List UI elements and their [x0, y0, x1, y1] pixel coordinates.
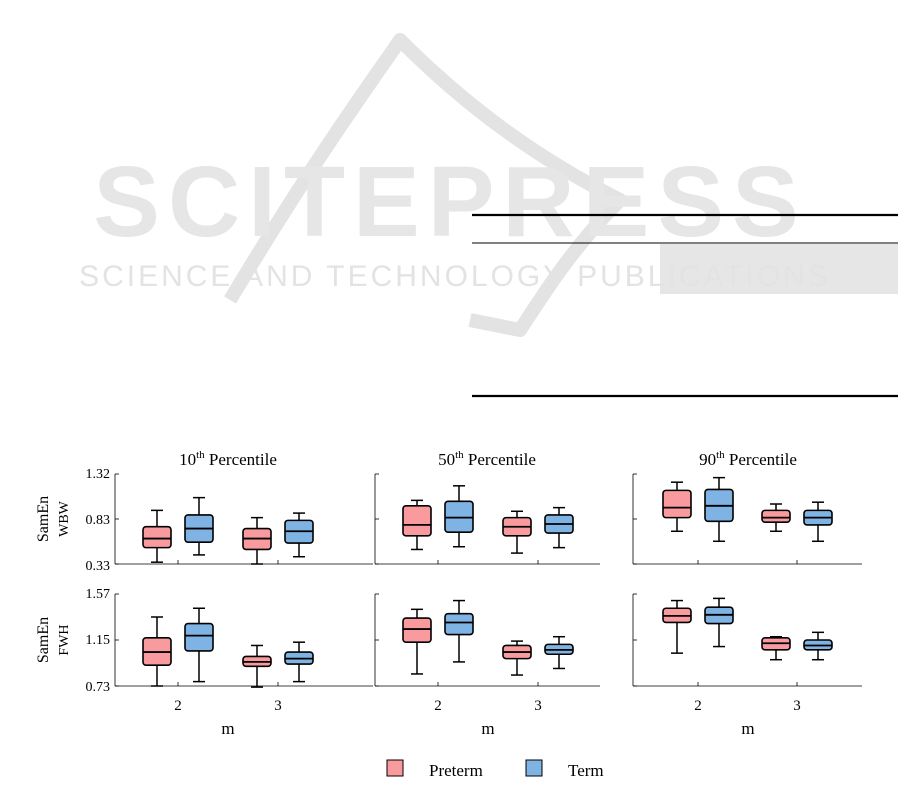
- box-term-m3: [284, 641, 314, 683]
- ylabel-row-wbw-sub: WBW: [57, 500, 72, 537]
- box-term-m3: [284, 512, 314, 558]
- ytick-label: 0.33: [86, 559, 111, 574]
- legend-label-preterm: Preterm: [429, 761, 483, 780]
- box-preterm-m3: [502, 640, 532, 676]
- box-preterm-m3: [242, 516, 272, 565]
- xtick-label: 2: [434, 698, 442, 714]
- ytick-labels: 1.32 0.83 0.33 1.57 1.15 0.73: [86, 467, 111, 695]
- legend-label-term: Term: [568, 761, 604, 780]
- xtick-label: 3: [534, 698, 542, 714]
- column-title-90th: 90th Percentile: [699, 449, 797, 469]
- xlabel: m: [481, 719, 494, 738]
- xtick-label: 3: [274, 698, 282, 714]
- column-titles: 10th Percentile 50th Percentile 90th Per…: [179, 449, 797, 469]
- box-term-m2: [184, 607, 214, 683]
- box-term-m3: [544, 506, 574, 549]
- panel-r0-c0: [114, 473, 373, 565]
- box-iqr: [761, 509, 791, 523]
- box-iqr: [184, 622, 214, 652]
- box-term-m2: [184, 496, 214, 556]
- xtick-label: 2: [694, 698, 702, 714]
- xtick-label: 2: [174, 698, 182, 714]
- box-iqr: [142, 525, 172, 549]
- box-preterm-m3: [502, 510, 532, 554]
- box-term-m2: [444, 599, 474, 663]
- ytick-label: 1.57: [86, 587, 111, 602]
- box-iqr: [402, 617, 432, 643]
- box-preterm-m3: [761, 635, 791, 661]
- box-iqr: [402, 505, 432, 537]
- ytick-label: 1.15: [86, 633, 111, 648]
- box-term-m3: [803, 631, 833, 661]
- ylabel-row-fwh-sub: FWH: [57, 624, 72, 655]
- box-preterm-m2: [142, 616, 172, 687]
- box-preterm-m3: [242, 644, 272, 688]
- ylabel-row-fwh: SamEn: [35, 617, 52, 663]
- box-iqr: [662, 489, 692, 519]
- xtick-labels: 2 3 2 3 2 3: [174, 698, 801, 714]
- ytick-label: 0.73: [86, 680, 111, 695]
- box-preterm-m2: [142, 509, 172, 563]
- panel-r1-c0: [114, 593, 373, 688]
- watermark-tagline: SCIENCE AND TECHNOLOGY PUBLICATIONS: [79, 260, 831, 293]
- xtick-label: 3: [793, 698, 801, 714]
- xlabel: m: [221, 719, 234, 738]
- ylabel-row-wbw: SamEn: [35, 496, 52, 542]
- box-term-m3: [803, 501, 833, 543]
- xlabel: m: [741, 719, 754, 738]
- row-titles: SamEn WBW SamEn FWH: [35, 496, 72, 663]
- legend: Preterm Term: [386, 759, 604, 780]
- column-title-10th: 10th Percentile: [179, 449, 277, 469]
- ytick-label: 0.83: [86, 513, 111, 528]
- panel-r1-c1: [374, 593, 600, 687]
- box-term-m2: [444, 485, 474, 548]
- box-preterm-m2: [402, 499, 432, 551]
- ytick-label: 1.32: [86, 467, 111, 482]
- box-preterm-m2: [662, 481, 692, 533]
- box-term-m2: [704, 476, 734, 543]
- box-iqr: [444, 612, 474, 636]
- box-term-m2: [704, 597, 734, 648]
- panels-layer: [114, 473, 862, 688]
- legend-swatch-preterm: [386, 759, 404, 777]
- watermark-logo-text: SCITEPRESS: [93, 146, 807, 258]
- box-preterm-m3: [761, 503, 791, 533]
- box-iqr: [444, 500, 474, 533]
- panel-r0-c2: [632, 473, 862, 565]
- box-preterm-m2: [402, 608, 432, 675]
- box-term-m3: [544, 635, 574, 670]
- table-rules: [472, 213, 898, 398]
- box-preterm-m2: [662, 599, 692, 654]
- watermark-book-icon: [223, 33, 627, 337]
- column-title-50th: 50th Percentile: [438, 449, 536, 469]
- panel-r1-c2: [632, 593, 862, 687]
- xaxis-labels: m m m: [221, 719, 754, 738]
- watermark-banner: [660, 244, 898, 294]
- legend-swatch-term: [525, 759, 543, 777]
- panel-r0-c1: [374, 473, 600, 565]
- watermark-logo: SCITEPRESS SCIENCE AND TECHNOLOGY PUBLIC…: [79, 33, 898, 337]
